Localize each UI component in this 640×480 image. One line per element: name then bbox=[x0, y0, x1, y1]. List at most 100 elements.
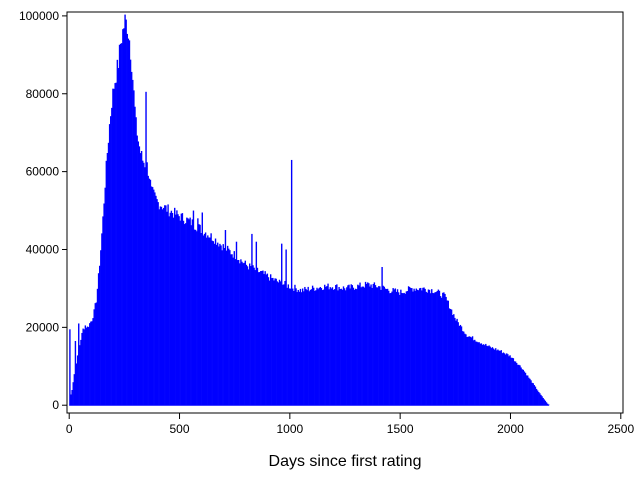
histogram-bar bbox=[133, 90, 135, 406]
histogram-bar bbox=[147, 175, 149, 406]
histogram-bar bbox=[108, 124, 111, 406]
histogram-bar bbox=[224, 230, 227, 406]
histogram-bar bbox=[73, 374, 76, 406]
x-tick-label: 0 bbox=[66, 422, 73, 436]
histogram-bar bbox=[502, 352, 505, 406]
histogram-bar bbox=[267, 277, 270, 406]
histogram-bar bbox=[80, 339, 82, 406]
y-tick-label: 40000 bbox=[26, 242, 60, 256]
histogram-bar bbox=[209, 237, 211, 406]
histogram-bar bbox=[233, 251, 235, 406]
histogram-bar bbox=[236, 260, 239, 406]
histogram-bar bbox=[288, 288, 291, 406]
histogram-bar bbox=[533, 385, 536, 406]
histogram-bar bbox=[315, 290, 317, 406]
histogram-bar bbox=[357, 284, 359, 406]
histogram-bar bbox=[489, 346, 491, 406]
histogram-bar bbox=[156, 199, 158, 406]
histogram-bar bbox=[289, 288, 292, 406]
histogram-bar bbox=[536, 390, 539, 406]
histogram-bar bbox=[81, 332, 83, 406]
histogram-bar bbox=[240, 259, 242, 406]
histogram-bar bbox=[422, 287, 424, 406]
histogram-bar bbox=[295, 288, 297, 406]
histogram-bar bbox=[70, 394, 72, 406]
histogram-bar bbox=[168, 216, 170, 406]
histogram-bar bbox=[149, 179, 152, 406]
histogram-bar bbox=[97, 273, 100, 406]
histogram-bar bbox=[534, 386, 537, 406]
y-tick-label: 100000 bbox=[19, 9, 59, 23]
histogram-bar bbox=[444, 293, 446, 406]
histogram-bar bbox=[251, 233, 253, 406]
histogram-bar bbox=[154, 192, 156, 406]
histogram-bar bbox=[329, 287, 331, 406]
histogram-bar bbox=[466, 337, 468, 406]
histogram-bar bbox=[370, 284, 372, 406]
histogram-bar bbox=[373, 282, 376, 406]
histogram-bar bbox=[511, 357, 513, 406]
histogram-bar bbox=[510, 357, 512, 406]
histogram-bar bbox=[104, 187, 106, 406]
histogram-bar bbox=[353, 289, 356, 406]
histogram-bar bbox=[331, 287, 334, 406]
histogram-bar bbox=[479, 343, 481, 406]
histogram-bar bbox=[332, 289, 335, 406]
histogram-bar bbox=[300, 292, 303, 406]
histogram-bar bbox=[276, 281, 278, 406]
histogram-bar bbox=[252, 265, 254, 406]
histogram-bar bbox=[317, 289, 319, 406]
histogram-bar bbox=[254, 270, 256, 406]
histogram-bar bbox=[485, 343, 487, 406]
histogram-bar bbox=[367, 282, 369, 406]
histogram-bar bbox=[433, 293, 435, 406]
histogram-bar bbox=[69, 329, 71, 406]
histogram-bar bbox=[418, 288, 421, 406]
histogram-bar bbox=[531, 382, 533, 406]
histogram-bar bbox=[468, 336, 470, 406]
histogram-bar bbox=[540, 394, 542, 406]
histogram-bar bbox=[175, 214, 177, 406]
histogram-bar bbox=[134, 106, 136, 406]
histogram-bar bbox=[268, 280, 271, 406]
histogram-bar bbox=[111, 107, 113, 406]
histogram-bar bbox=[425, 291, 427, 406]
histogram-bar bbox=[112, 88, 114, 406]
histogram-bar bbox=[247, 269, 250, 406]
histogram-bar bbox=[412, 291, 414, 406]
histogram-bar bbox=[286, 287, 288, 406]
histogram-bar bbox=[271, 278, 273, 406]
histogram-bar bbox=[530, 380, 532, 406]
histogram-bar bbox=[87, 327, 90, 406]
histogram-bar bbox=[219, 243, 221, 406]
x-tick-label: 500 bbox=[170, 422, 190, 436]
histogram-bar bbox=[354, 288, 357, 406]
histogram-bar bbox=[524, 372, 527, 406]
histogram-bar bbox=[403, 292, 405, 406]
histogram-bar bbox=[242, 263, 244, 406]
histogram-bar bbox=[250, 266, 252, 406]
histogram-bar bbox=[394, 288, 397, 406]
histogram-bar bbox=[469, 336, 472, 406]
histogram-bar bbox=[453, 314, 455, 406]
histogram-bar bbox=[214, 238, 217, 406]
histogram-bar bbox=[475, 341, 477, 406]
histogram-bar bbox=[435, 291, 437, 406]
histogram-bar bbox=[106, 152, 109, 406]
histogram-bar bbox=[126, 33, 128, 406]
histogram-bar bbox=[488, 345, 490, 406]
histogram-bar bbox=[343, 288, 346, 406]
histogram-bar bbox=[162, 207, 165, 406]
histogram-bar bbox=[125, 19, 127, 406]
histogram-bar bbox=[388, 290, 390, 406]
histogram-bar bbox=[211, 240, 213, 406]
histogram-bar bbox=[492, 348, 495, 406]
histogram-bar bbox=[261, 270, 263, 406]
histogram-bar bbox=[145, 91, 147, 406]
histogram-bar bbox=[455, 320, 457, 406]
histogram-bar bbox=[447, 300, 449, 406]
histogram-bar bbox=[318, 287, 320, 406]
histogram-bar bbox=[220, 245, 222, 406]
histogram-bar bbox=[351, 285, 354, 406]
histogram-bar bbox=[284, 280, 286, 406]
